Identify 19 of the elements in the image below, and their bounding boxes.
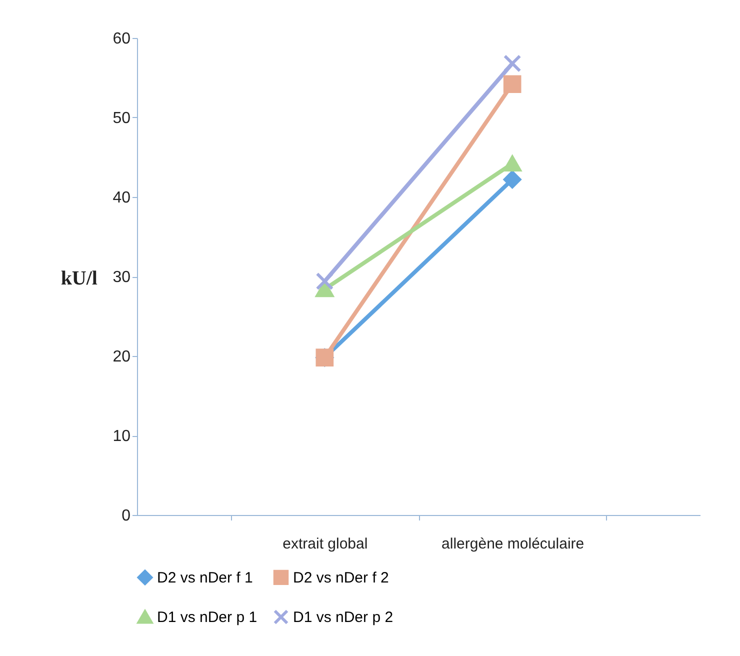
legend-label: D2 vs nDer f 1 (157, 569, 253, 586)
point (503, 54, 522, 72)
y-tick-label: 10 (112, 428, 131, 445)
legend-label: D1 vs nDer p 2 (293, 609, 394, 626)
y-tick-label: 30 (112, 269, 131, 286)
point (503, 156, 522, 172)
legend-label: D2 vs nDer f 2 (293, 569, 389, 586)
point (503, 75, 522, 94)
point (316, 272, 334, 290)
x-tick-label: extrait global (282, 536, 368, 552)
x-tick-label: allergène moléculaire (442, 536, 584, 552)
point (503, 170, 522, 188)
y-tick-label: 60 (112, 30, 131, 48)
legend-label: D1 vs nDer p 1 (157, 609, 258, 626)
y-tick-label: 50 (112, 110, 131, 127)
y-axis-title: kU/l (60, 268, 98, 290)
y-tick-label: 20 (112, 348, 131, 366)
y-tick-label: 0 (122, 508, 131, 524)
y-tick-label: 40 (112, 190, 131, 206)
